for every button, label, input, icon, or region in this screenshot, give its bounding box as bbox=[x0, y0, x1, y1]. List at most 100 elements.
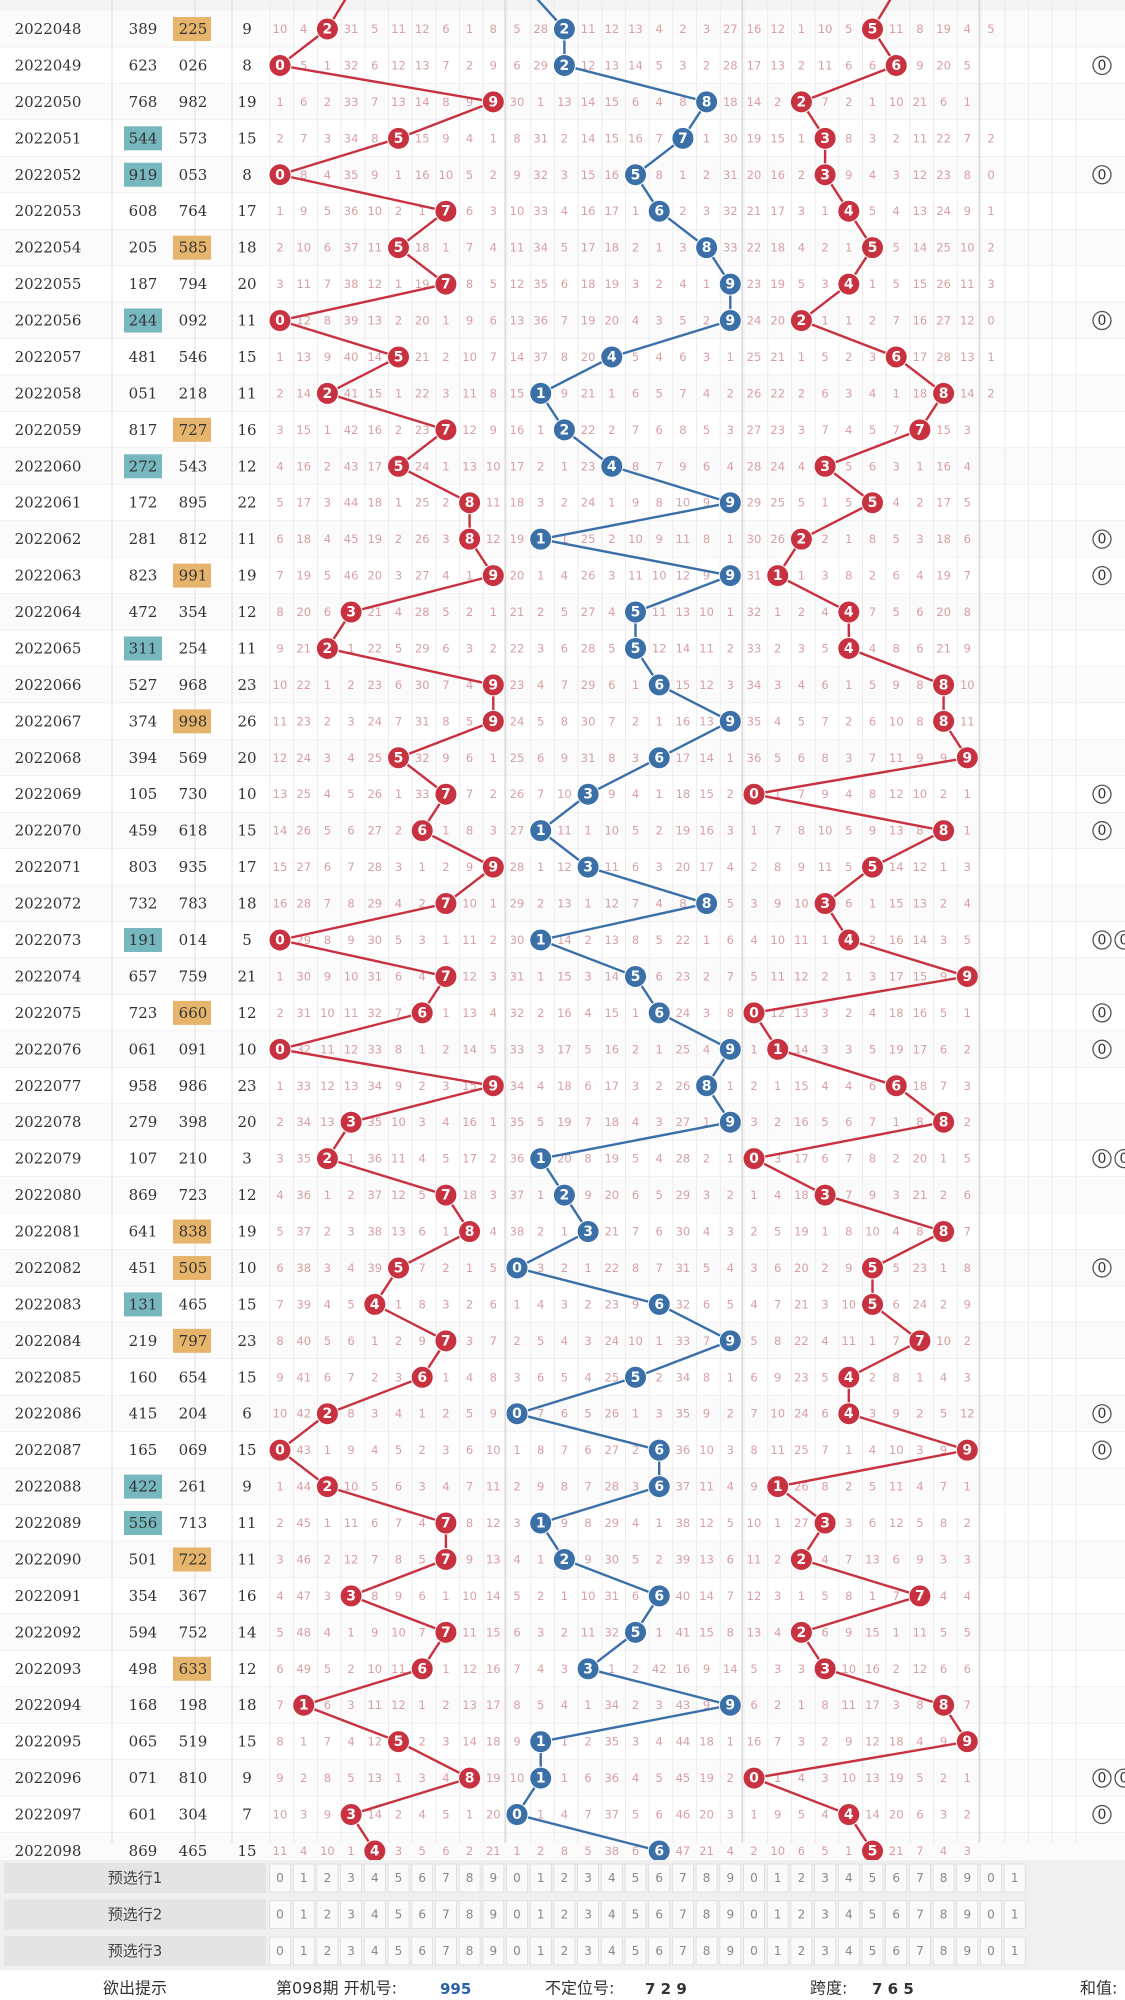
sum-cell: 6 bbox=[242, 1405, 252, 1423]
miss-count: 39 bbox=[344, 314, 359, 328]
zero-digit: 0 bbox=[1098, 1443, 1107, 1459]
miss-count: 30 bbox=[581, 714, 596, 728]
miss-count: 23 bbox=[415, 423, 430, 437]
miss-count: 5 bbox=[821, 1589, 828, 1603]
draw-cell: 091 bbox=[179, 1040, 208, 1058]
miss-count: 19 bbox=[296, 569, 311, 583]
miss-count: 12 bbox=[960, 314, 975, 328]
row-background bbox=[0, 885, 1125, 922]
miss-count: 17 bbox=[889, 969, 904, 983]
ball-digit: 0 bbox=[749, 1771, 759, 1787]
miss-count: 1 bbox=[395, 787, 402, 801]
preselect-cell bbox=[387, 1863, 410, 1893]
miss-count: 6 bbox=[347, 824, 354, 838]
row-background bbox=[0, 1067, 1125, 1104]
miss-count: 10 bbox=[296, 241, 311, 255]
ball-digit: 3 bbox=[346, 1588, 356, 1604]
miss-count: 36 bbox=[604, 1771, 619, 1785]
miss-count: 3 bbox=[821, 1771, 828, 1785]
miss-count: 21 bbox=[486, 1844, 501, 1858]
preselect-digit: 0 bbox=[513, 1944, 521, 1958]
draw-cell: 986 bbox=[179, 1077, 208, 1095]
miss-count: 9 bbox=[466, 95, 473, 109]
preselect-cell bbox=[1003, 1936, 1026, 1966]
miss-count: 2 bbox=[537, 1844, 544, 1858]
miss-count: 19 bbox=[604, 1152, 619, 1166]
miss-count: 3 bbox=[632, 277, 639, 291]
miss-count: 18 bbox=[581, 277, 596, 291]
miss-count: 1 bbox=[964, 95, 971, 109]
miss-count: 1 bbox=[964, 1006, 971, 1020]
miss-count: 35 bbox=[747, 714, 762, 728]
series-ball bbox=[718, 564, 742, 588]
miss-count: 6 bbox=[371, 58, 378, 72]
ball-digit: 9 bbox=[962, 750, 972, 766]
miss-count: 3 bbox=[821, 1042, 828, 1056]
miss-count: 10 bbox=[628, 1334, 643, 1348]
miss-count: 7 bbox=[371, 95, 378, 109]
miss-count: 3 bbox=[916, 1443, 923, 1457]
miss-count: 34 bbox=[676, 1370, 691, 1384]
row-background bbox=[0, 1359, 1125, 1396]
miss-count: 2 bbox=[964, 1334, 971, 1348]
miss-count: 16 bbox=[367, 423, 382, 437]
miss-count: 9 bbox=[632, 1297, 639, 1311]
miss-count: 18 bbox=[557, 1079, 572, 1093]
draw-highlight bbox=[173, 1219, 211, 1244]
miss-count: 34 bbox=[510, 1079, 525, 1093]
row-background bbox=[0, 338, 1125, 376]
miss-count: 1 bbox=[608, 496, 615, 510]
series-ball bbox=[624, 1365, 647, 1389]
num-cell: 389 bbox=[129, 20, 158, 38]
miss-count: 3 bbox=[584, 1334, 591, 1348]
miss-count: 1 bbox=[798, 569, 805, 583]
miss-count: 3 bbox=[561, 168, 568, 182]
miss-count: 7 bbox=[869, 1115, 876, 1129]
miss-count: 7 bbox=[964, 131, 971, 145]
series-ball bbox=[268, 928, 292, 952]
preselect-cell bbox=[885, 1936, 908, 1966]
preselect-digit: 8 bbox=[940, 1908, 948, 1922]
miss-count: 19 bbox=[936, 569, 951, 583]
miss-count: 40 bbox=[296, 1334, 311, 1348]
miss-count: 6 bbox=[466, 751, 473, 765]
top-partial-row bbox=[0, 0, 1125, 11]
miss-count: 2 bbox=[703, 969, 710, 983]
miss-count: 7 bbox=[276, 1297, 283, 1311]
miss-count: 2 bbox=[798, 386, 805, 400]
issue-cell: 2022065 bbox=[15, 639, 82, 657]
miss-count: 4 bbox=[442, 1480, 449, 1494]
miss-count: 25 bbox=[936, 241, 951, 255]
miss-count: 6 bbox=[750, 1370, 757, 1384]
num-cell: 459 bbox=[129, 822, 158, 840]
miss-count: 1 bbox=[537, 969, 544, 983]
miss-count: 23 bbox=[296, 714, 311, 728]
series-ball bbox=[387, 345, 410, 369]
miss-count: 3 bbox=[964, 860, 971, 874]
preselect-digit: 6 bbox=[892, 1944, 900, 1958]
ball-digit: 3 bbox=[820, 459, 830, 475]
miss-count: 13 bbox=[960, 350, 975, 364]
sum-cell: 15 bbox=[237, 1842, 256, 1860]
num-cell: 544 bbox=[129, 129, 158, 147]
miss-count: 1 bbox=[656, 241, 663, 255]
miss-count: 2 bbox=[750, 1225, 757, 1239]
miss-count: 12 bbox=[391, 1188, 406, 1202]
miss-count: 19 bbox=[936, 22, 951, 36]
miss-count: 2 bbox=[869, 314, 876, 328]
miss-count: 5 bbox=[632, 1808, 639, 1822]
miss-count: 23 bbox=[676, 969, 691, 983]
preselect-cell bbox=[529, 1900, 552, 1929]
miss-count: 3 bbox=[537, 1625, 544, 1639]
miss-count: 5 bbox=[916, 1516, 923, 1530]
miss-count: 5 bbox=[774, 751, 781, 765]
miss-count: 41 bbox=[344, 386, 359, 400]
miss-count: 7 bbox=[821, 714, 828, 728]
miss-count: 1 bbox=[869, 95, 876, 109]
ball-digit: 7 bbox=[915, 1333, 925, 1349]
miss-count: 23 bbox=[604, 1297, 619, 1311]
ball-digit: 7 bbox=[441, 969, 451, 985]
miss-count: 6 bbox=[679, 350, 686, 364]
series-ball bbox=[552, 17, 576, 41]
miss-count: 3 bbox=[513, 1370, 520, 1384]
